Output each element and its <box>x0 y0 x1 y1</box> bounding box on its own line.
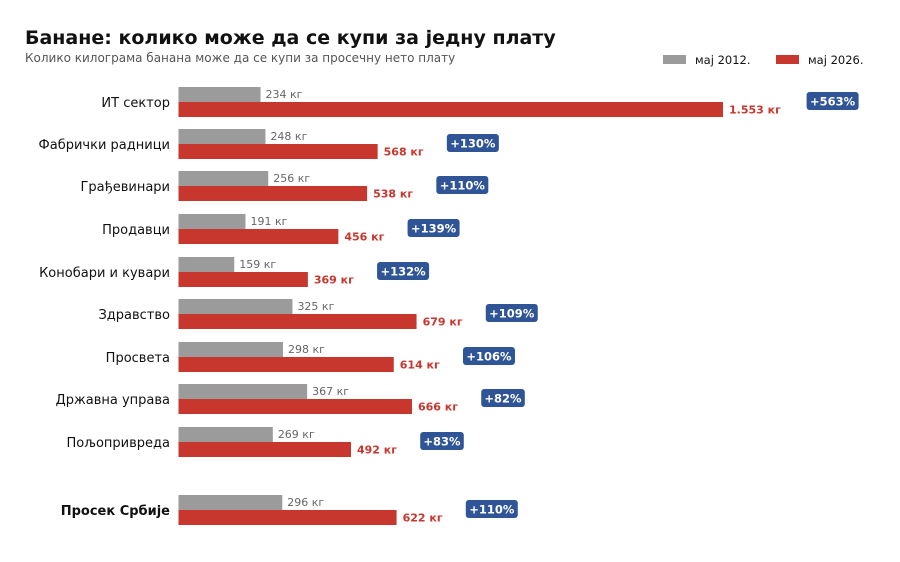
value-label-2012: 298 кг <box>288 343 325 356</box>
value-label-2012: 234 кг <box>266 88 303 101</box>
change-badge <box>377 262 430 280</box>
category-label: Пољопривреда <box>67 436 170 451</box>
bar-2026 <box>178 144 378 159</box>
change-badge <box>462 347 515 365</box>
value-label-2026: 622 кг <box>403 512 443 525</box>
change-badge-label: +139% <box>411 222 457 236</box>
change-badge-label: +132% <box>380 265 426 279</box>
category-row: Здравство 325 кг 679 кг +109% <box>98 299 538 329</box>
category-label: Здравство <box>98 308 170 323</box>
bar-2012 <box>178 214 246 229</box>
bar-2012 <box>178 384 308 399</box>
legend: мај 2012. мај 2026. <box>663 53 864 67</box>
change-badge-label: +110% <box>440 179 486 193</box>
change-badge <box>407 219 460 237</box>
change-badge <box>485 304 538 322</box>
value-label-2026: 369 кг <box>314 274 354 287</box>
category-label: Државна управа <box>56 393 170 408</box>
bar-2026 <box>178 399 413 414</box>
category-row: ИТ сектор 234 кг 1.553 кг +563% <box>101 87 859 117</box>
value-label-2026: 614 кг <box>400 359 440 372</box>
change-badge <box>446 134 499 152</box>
change-badge <box>436 176 489 194</box>
legend-swatch-2 <box>776 55 799 64</box>
change-badge <box>420 432 464 450</box>
bar-2026 <box>178 186 368 201</box>
chart-subtitle: Колико килограма банана може да се купи … <box>25 51 456 65</box>
change-badge-label: +106% <box>466 350 512 364</box>
chart-title: Банане: колико може да се купи за једну … <box>25 27 556 49</box>
value-label-2012: 296 кг <box>287 496 324 509</box>
category-label: Продавци <box>102 223 170 238</box>
value-label-2012: 367 кг <box>312 385 349 398</box>
legend-label-1: мај 2012. <box>695 53 751 67</box>
value-label-2026: 568 кг <box>384 146 424 159</box>
value-label-2012: 248 кг <box>270 130 307 143</box>
category-row: Просек Србије 296 кг 622 кг +110% <box>61 495 518 525</box>
bar-2026 <box>178 510 397 525</box>
change-badge <box>806 92 859 110</box>
value-label-2026: 1.553 кг <box>729 104 781 117</box>
change-badge-label: +83% <box>423 435 461 449</box>
bar-2012 <box>178 427 273 442</box>
category-label: Конобари и кувари <box>39 266 170 281</box>
category-row: Државна управа 367 кг 666 кг +82% <box>56 384 525 414</box>
value-label-2026: 538 кг <box>373 188 413 201</box>
value-label-2026: 492 кг <box>357 444 397 457</box>
bar-2026 <box>178 314 417 329</box>
bar-2026 <box>178 357 394 372</box>
bar-2012 <box>178 171 269 186</box>
bar-2026 <box>178 102 723 117</box>
category-row: Грађевинари 256 кг 538 кг +110% <box>80 171 489 201</box>
bar-2012 <box>178 299 293 314</box>
value-label-2026: 679 кг <box>423 316 463 329</box>
value-label-2012: 256 кг <box>273 172 310 185</box>
category-label: Просек Србије <box>61 504 170 519</box>
category-label: Грађевинари <box>80 180 170 195</box>
value-label-2026: 666 кг <box>418 401 458 414</box>
bar-2026 <box>178 229 339 244</box>
value-label-2012: 191 кг <box>250 215 287 228</box>
category-row: Конобари и кувари 159 кг 369 кг +132% <box>39 257 430 287</box>
bar-2012 <box>178 87 261 102</box>
category-label: ИТ сектор <box>101 96 170 111</box>
bar-2012 <box>178 257 235 272</box>
bar-2012 <box>178 129 266 144</box>
change-badge <box>465 500 518 518</box>
bar-2026 <box>178 442 352 457</box>
change-badge-label: +130% <box>450 137 496 151</box>
bars: ИТ сектор 234 кг 1.553 кг +563% Фабрички рад… <box>39 87 859 525</box>
category-row: Просвета 298 кг 614 кг +106% <box>106 342 515 372</box>
value-label-2012: 325 кг <box>297 300 334 313</box>
change-badge-label: +110% <box>469 503 515 517</box>
change-badge-label: +82% <box>484 392 522 406</box>
value-label-2026: 456 кг <box>344 231 384 244</box>
change-badge-label: +109% <box>489 307 535 321</box>
value-label-2012: 269 кг <box>278 428 315 441</box>
value-label-2012: 159 кг <box>239 258 276 271</box>
bar-2026 <box>178 272 308 287</box>
legend-label-2: мај 2026. <box>808 53 864 67</box>
category-label: Просвета <box>106 351 170 366</box>
category-row: Пољопривреда 269 кг 492 кг +83% <box>67 427 464 457</box>
change-badge-label: +563% <box>810 95 856 109</box>
change-badge <box>481 389 525 407</box>
category-row: Фабрички радници 248 кг 568 кг +130% <box>39 129 499 159</box>
bar-2012 <box>178 495 283 510</box>
bar-2012 <box>178 342 283 357</box>
legend-swatch-1 <box>663 55 686 64</box>
category-row: Продавци 191 кг 456 кг +139% <box>102 214 460 244</box>
category-label: Фабрички радници <box>39 138 170 153</box>
